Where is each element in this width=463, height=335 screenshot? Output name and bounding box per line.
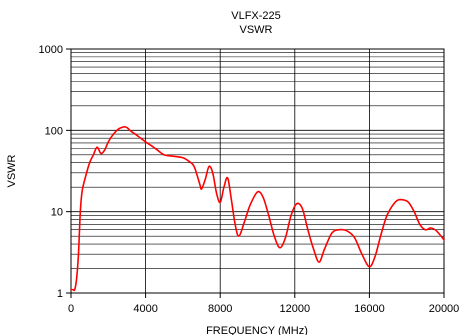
chart-subtitle: VSWR xyxy=(240,24,273,36)
y-tick-label: 10 xyxy=(51,207,63,219)
x-tick-label: 4000 xyxy=(133,303,157,315)
y-tick-label: 100 xyxy=(45,125,63,137)
x-axis: 0 4000 8000 12000 16000 20000 xyxy=(68,293,459,315)
x-tick-label: 16000 xyxy=(354,303,385,315)
x-tick-label: 8000 xyxy=(208,303,232,315)
x-tick-label: 12000 xyxy=(280,303,311,315)
y-axis: 1 10 100 1000 xyxy=(39,44,71,300)
x-axis-label: FREQUENCY (MHz) xyxy=(206,325,308,335)
x-tick-label: 0 xyxy=(68,303,74,315)
y-tick-label: 1 xyxy=(57,288,63,300)
y-tick-label: 1000 xyxy=(39,44,63,56)
chart-title: VLFX-225 xyxy=(231,10,281,22)
y-axis-label: VSWR xyxy=(6,154,18,187)
grid-lines xyxy=(71,49,444,293)
plot-area xyxy=(71,49,444,293)
vswr-series-line xyxy=(71,127,444,291)
x-tick-label: 20000 xyxy=(429,303,460,315)
